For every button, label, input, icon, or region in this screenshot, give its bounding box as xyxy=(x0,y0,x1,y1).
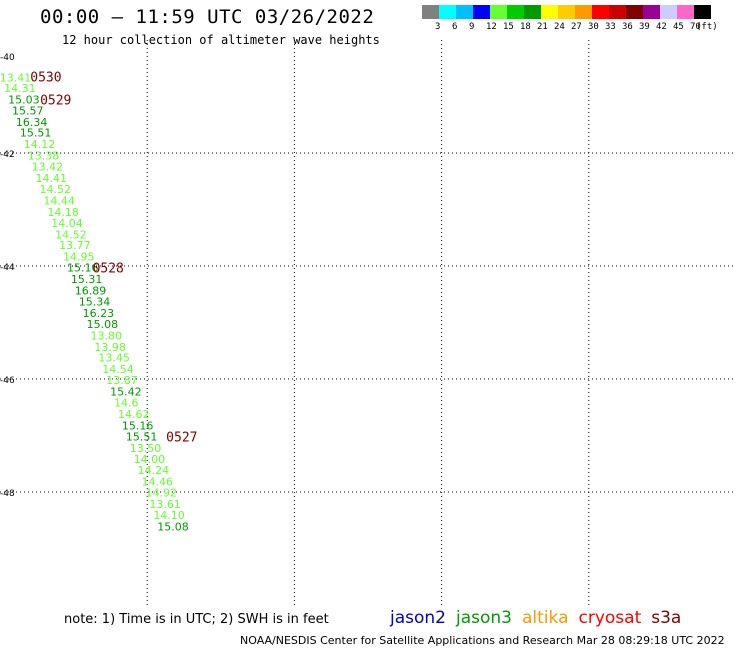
color-swatch xyxy=(592,5,609,19)
swh-value: 16.89 xyxy=(75,284,107,297)
time-label: 0528 xyxy=(93,262,124,277)
color-swatch xyxy=(473,5,490,19)
swh-value: 15.16 xyxy=(67,262,99,275)
satellite-name: s3a xyxy=(651,608,682,628)
map-tick-labels: -105-102-99-96-93-90-40-42-44-46-48 xyxy=(0,53,15,499)
color-swatch xyxy=(507,5,524,19)
color-scale-label: 21 xyxy=(537,22,548,32)
swh-value: 14.52 xyxy=(39,183,71,196)
swh-value: 14.95 xyxy=(63,250,95,263)
color-scale-label: 18 xyxy=(520,22,531,32)
color-scale-label: 6 xyxy=(452,22,458,32)
swh-value: 15.34 xyxy=(79,296,111,309)
color-swatch xyxy=(575,5,592,19)
swh-value: 14.44 xyxy=(43,194,75,207)
swh-value: 13.38 xyxy=(28,149,59,162)
altimeter-map: -105-102-99-96-93-90-40-42-44-46-48 13.4… xyxy=(0,40,736,605)
color-swatch xyxy=(558,5,575,19)
swh-value: 14.00 xyxy=(134,453,166,466)
color-swatch xyxy=(677,5,694,19)
color-scale-label: 15 xyxy=(503,22,514,32)
latitude-tick-label: -48 xyxy=(0,489,15,499)
time-label: 0530 xyxy=(30,71,61,86)
swh-value: 14.62 xyxy=(118,408,150,421)
swh-value: 14.18 xyxy=(47,206,78,219)
swh-value: 15.51 xyxy=(126,431,158,444)
color-scale-label: 27 xyxy=(571,22,582,32)
swh-value: 16.23 xyxy=(83,307,115,320)
swh-value: 14.6 xyxy=(114,397,138,410)
color-scale-label: 24 xyxy=(554,22,565,32)
satellite-name: altika xyxy=(522,608,569,628)
satellite-name: jason2 xyxy=(390,608,446,628)
color-scale-unit: (ft) xyxy=(696,22,718,32)
swh-value: 14.12 xyxy=(24,138,56,151)
swh-value: 15.08 xyxy=(87,318,119,331)
color-swatch xyxy=(694,5,711,19)
satellite-name: jason3 xyxy=(456,608,512,628)
swh-value: 14.46 xyxy=(142,475,174,488)
swh-value: 15.31 xyxy=(71,273,103,286)
color-scale-label: 45 xyxy=(673,22,684,32)
color-swatch xyxy=(439,5,456,19)
swh-value: 15.51 xyxy=(20,127,52,140)
color-swatch xyxy=(643,5,660,19)
swh-value: 15.16 xyxy=(122,419,154,432)
latitude-tick-label: -40 xyxy=(0,53,15,63)
color-swatch xyxy=(541,5,558,19)
latitude-tick-label: -46 xyxy=(0,376,15,386)
color-swatch xyxy=(422,5,439,19)
color-scale-label: 3 xyxy=(435,22,441,32)
color-scale-label: 30 xyxy=(588,22,599,32)
swh-value: 13.77 xyxy=(59,239,90,252)
color-scale-label: 42 xyxy=(656,22,667,32)
time-label: 0529 xyxy=(40,93,71,108)
color-swatch xyxy=(490,5,507,19)
swh-value: 15.57 xyxy=(12,105,44,118)
color-swatch xyxy=(660,5,677,19)
swh-value: 13.42 xyxy=(32,161,64,174)
map-subtitle: 12 hour collection of altimeter wave hei… xyxy=(62,33,380,47)
satellite-name: cryosat xyxy=(578,608,642,628)
swh-value: 15.03 xyxy=(8,93,40,106)
swh-value: 16.34 xyxy=(16,116,48,129)
swh-value: 13.41 xyxy=(0,71,31,84)
swh-value: 14.31 xyxy=(4,82,36,95)
color-scale-label: 36 xyxy=(622,22,633,32)
swh-value: 13.80 xyxy=(91,329,123,342)
swh-value: 15.08 xyxy=(157,520,189,533)
time-label: 0527 xyxy=(166,431,197,446)
swh-value: 13.50 xyxy=(130,442,162,455)
swh-value: 14.52 xyxy=(55,228,87,241)
satellite-legend: jason2 jason3 altika cryosat s3a xyxy=(390,608,691,628)
swh-value: 13.45 xyxy=(98,352,130,365)
swh-value: 13.87 xyxy=(106,374,138,387)
swh-value: 14.24 xyxy=(138,464,170,477)
color-scale-label: 70 xyxy=(690,22,701,32)
swh-value: 14.92 xyxy=(145,487,177,500)
color-scale-label: 9 xyxy=(469,22,475,32)
time-labels: 0530 0529 0528 0527 xyxy=(30,71,197,446)
footnote: note: 1) Time is in UTC; 2) SWH is in fe… xyxy=(64,612,329,627)
swh-value: 13.61 xyxy=(149,498,181,511)
color-scale-label: 33 xyxy=(605,22,616,32)
swh-value: 13.98 xyxy=(94,341,126,354)
color-swatch xyxy=(456,5,473,19)
swh-observations: 13.4114.3115.0315.5716.3415.5114.1213.38… xyxy=(0,71,189,533)
swh-value: 14.04 xyxy=(51,217,83,230)
latitude-tick-label: -42 xyxy=(0,150,15,160)
swh-value: 14.54 xyxy=(102,363,133,376)
latitude-tick-label: -44 xyxy=(0,263,15,273)
color-scale-label: 12 xyxy=(486,22,497,32)
swh-value: 14.10 xyxy=(153,509,185,522)
color-swatch xyxy=(609,5,626,19)
swh-value: 15.42 xyxy=(110,385,142,398)
color-scale-label: 39 xyxy=(639,22,650,32)
credit-line: NOAA/NESDIS Center for Satellite Applica… xyxy=(240,634,725,647)
map-title: 00:00 – 11:59 UTC 03/26/2022 xyxy=(40,6,375,28)
swh-value: 14.41 xyxy=(36,172,68,185)
color-swatch xyxy=(626,5,643,19)
color-swatch xyxy=(524,5,541,19)
map-grid xyxy=(0,40,736,605)
